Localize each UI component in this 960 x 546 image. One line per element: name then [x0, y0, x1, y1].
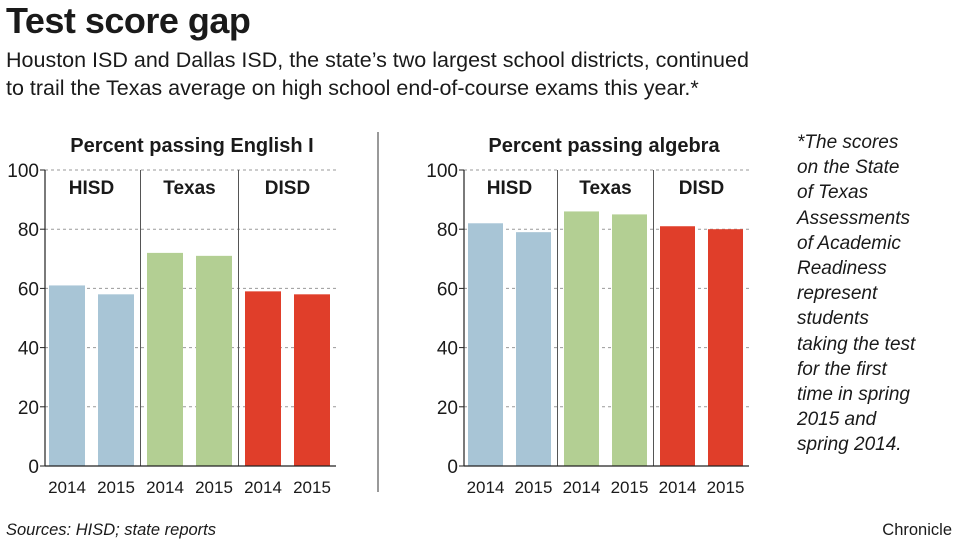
footnote-line: *The scores [797, 132, 899, 153]
bar-texas [612, 214, 647, 466]
x-tick-label: 2014 [146, 478, 184, 497]
chart-title: Percent passing algebra [488, 135, 720, 157]
footnote: *The scores on the State of Texas Assess… [797, 130, 957, 458]
bar-disd [294, 294, 330, 466]
footnote-line: 2015 and [797, 409, 877, 431]
x-tick-label: 2015 [611, 478, 649, 497]
y-tick-label: 80 [18, 220, 39, 241]
y-tick-label: 20 [437, 398, 458, 419]
bar-disd [708, 229, 743, 466]
credit: Chronicle [882, 521, 952, 539]
footnote-line: time in spring [797, 384, 910, 406]
x-tick-label: 2015 [707, 478, 745, 497]
x-tick-label: 2015 [195, 478, 233, 497]
footnote-line: for the first [797, 358, 887, 380]
bar-texas [147, 252, 183, 466]
group-label: HISD [487, 178, 532, 199]
bar-disd [660, 226, 695, 466]
subtitle-line: Houston ISD and Dallas ISD, the state’s … [6, 48, 749, 72]
group-label: DISD [265, 178, 310, 199]
y-tick-label: 0 [447, 457, 458, 478]
bar-texas [196, 255, 232, 466]
footnote-line: Readiness [797, 258, 887, 280]
x-tick-label: 2014 [48, 478, 86, 497]
subtitle: Houston ISD and Dallas ISD, the state’s … [6, 46, 956, 102]
subtitle-line: to trail the Texas average on high schoo… [6, 76, 699, 100]
bar-hisd [49, 285, 85, 466]
footnote-line: Assessments [797, 207, 910, 229]
y-tick-label: 100 [426, 161, 458, 182]
footnote-line: represent [797, 283, 878, 305]
footnote-line: spring 2014. [797, 434, 902, 456]
footnote-line: of Texas [797, 182, 869, 204]
bar-texas [564, 211, 599, 466]
headline: Test score gap [6, 0, 251, 41]
bar-hisd [468, 223, 503, 466]
charts-area: Percent passing English I020406080100201… [7, 132, 749, 497]
bar-hisd [98, 294, 134, 466]
y-tick-label: 60 [18, 279, 39, 300]
footnote-line: of Academic [797, 232, 901, 254]
group-label: DISD [679, 178, 724, 199]
x-tick-label: 2014 [467, 478, 505, 497]
footnote-line: taking the test [797, 333, 916, 355]
footnote-line: on the State [797, 157, 900, 179]
bar-disd [245, 291, 281, 466]
bar-hisd [516, 232, 551, 466]
y-tick-label: 80 [437, 220, 458, 241]
footnote-line: students [797, 308, 869, 330]
x-tick-label: 2014 [659, 478, 697, 497]
y-tick-label: 20 [18, 398, 39, 419]
source-note: Sources: HISD; state reports [6, 521, 216, 539]
y-tick-label: 60 [437, 279, 458, 300]
group-label: Texas [163, 178, 215, 199]
group-label: HISD [69, 178, 114, 199]
y-tick-label: 100 [7, 161, 39, 182]
y-tick-label: 40 [437, 339, 458, 360]
group-label: Texas [579, 178, 631, 199]
x-tick-label: 2014 [244, 478, 282, 497]
chart-title: Percent passing English I [70, 135, 313, 157]
x-tick-label: 2014 [563, 478, 601, 497]
x-tick-label: 2015 [293, 478, 331, 497]
y-tick-label: 40 [18, 339, 39, 360]
x-tick-label: 2015 [97, 478, 135, 497]
x-tick-label: 2015 [515, 478, 553, 497]
y-tick-label: 0 [28, 457, 39, 478]
